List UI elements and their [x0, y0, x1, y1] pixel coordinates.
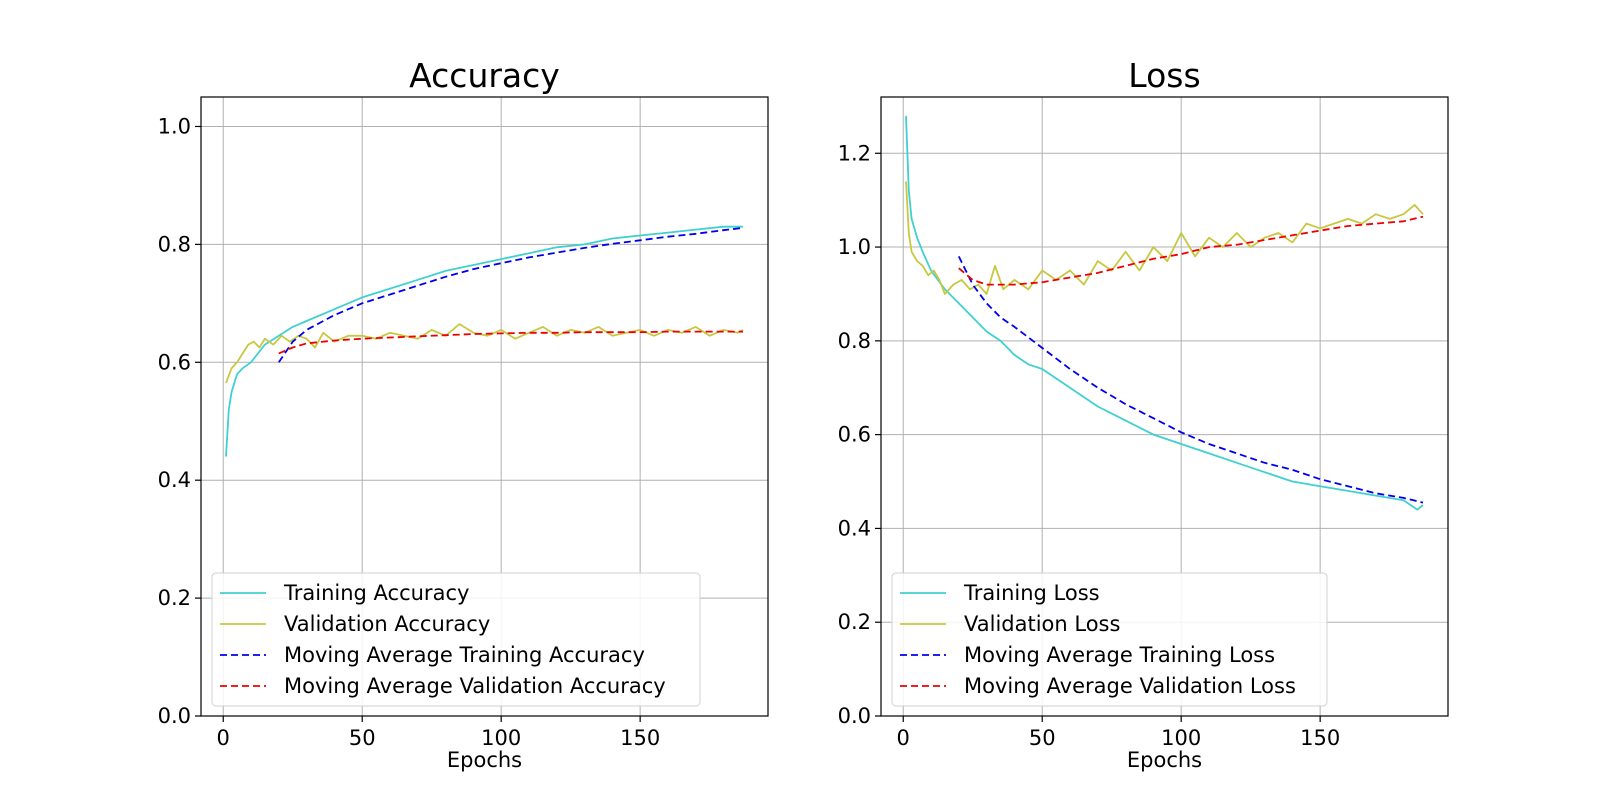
plot-frame [200, 96, 769, 717]
y-tick-label: 0.4 [838, 516, 871, 540]
x-axis-ticks: 0 50 100 150 [897, 716, 1340, 750]
x-tick-label: 100 [481, 726, 521, 750]
x-tick-label: 50 [349, 726, 376, 750]
x-axis-label: Epochs [1127, 748, 1202, 772]
chart-title: Accuracy [409, 56, 560, 95]
x-tick-label: 150 [1300, 726, 1340, 750]
y-tick-label: 0.2 [158, 586, 191, 610]
legend: Training Loss Validation Loss Moving Avera… [891, 572, 1328, 707]
y-tick-label: 0.4 [158, 468, 191, 492]
y-axis-ticks: 0.0 0.2 0.4 0.6 0.8 1.0 1.2 [838, 141, 881, 728]
series-moving-average-validation-loss [958, 215, 1424, 286]
series-training-loss [905, 115, 1424, 511]
x-tick-label: 150 [620, 726, 660, 750]
y-tick-label: 1.2 [838, 141, 871, 165]
legend-box [891, 572, 1328, 707]
y-tick-label: 0.6 [838, 423, 871, 447]
y-tick-label: 0.0 [838, 704, 871, 728]
legend-label: Moving Average Training Loss [964, 643, 1275, 667]
plot-frame [880, 96, 1449, 717]
x-tick-label: 0 [897, 726, 910, 750]
series-layer [905, 115, 1424, 511]
legend-label: Training Accuracy [283, 581, 469, 605]
x-axis-label: Epochs [447, 748, 522, 772]
series-validation-loss [905, 181, 1424, 295]
x-tick-label: 50 [1029, 726, 1056, 750]
y-tick-label: 0.0 [158, 704, 191, 728]
loss-chart: Loss 0 50 100 150 0.0 0.2 0.4 0.6 0.8 1.0 1.2 Epo… [838, 56, 1449, 772]
y-axis-ticks: 0.0 0.2 0.4 0.6 0.8 1.0 [158, 114, 201, 728]
legend-label: Training Loss [963, 581, 1100, 605]
series-moving-average-training-loss [957, 256, 1424, 504]
legend-label: Validation Accuracy [284, 612, 490, 636]
y-tick-label: 0.2 [838, 610, 871, 634]
series-layer [225, 225, 744, 457]
series-training-accuracy [225, 225, 743, 457]
y-tick-label: 1.0 [838, 235, 871, 259]
legend-label: Validation Loss [964, 612, 1120, 636]
legend-label: Moving Average Training Accuracy [284, 643, 645, 667]
legend-box [211, 572, 701, 707]
series-moving-average-training-accuracy [278, 227, 744, 363]
accuracy-chart: Accuracy 0 50 100 150 0.0 0.2 0.4 0.6 0.8 1.0 Ep… [158, 56, 769, 772]
x-axis-ticks: 0 50 100 150 [217, 716, 660, 750]
legend-label: Moving Average Validation Accuracy [284, 674, 666, 698]
x-tick-label: 0 [217, 726, 230, 750]
y-tick-label: 0.6 [158, 350, 191, 374]
series-validation-accuracy [225, 323, 744, 384]
chart-title: Loss [1128, 56, 1200, 95]
series-moving-average-validation-accuracy [278, 330, 743, 355]
x-tick-label: 100 [1161, 726, 1201, 750]
legend: Training Accuracy Validation Accuracy Movi… [211, 572, 701, 707]
y-tick-label: 0.8 [838, 329, 871, 353]
y-tick-label: 1.0 [158, 114, 191, 138]
legend-label: Moving Average Validation Loss [964, 674, 1296, 698]
y-tick-label: 0.8 [158, 232, 191, 256]
